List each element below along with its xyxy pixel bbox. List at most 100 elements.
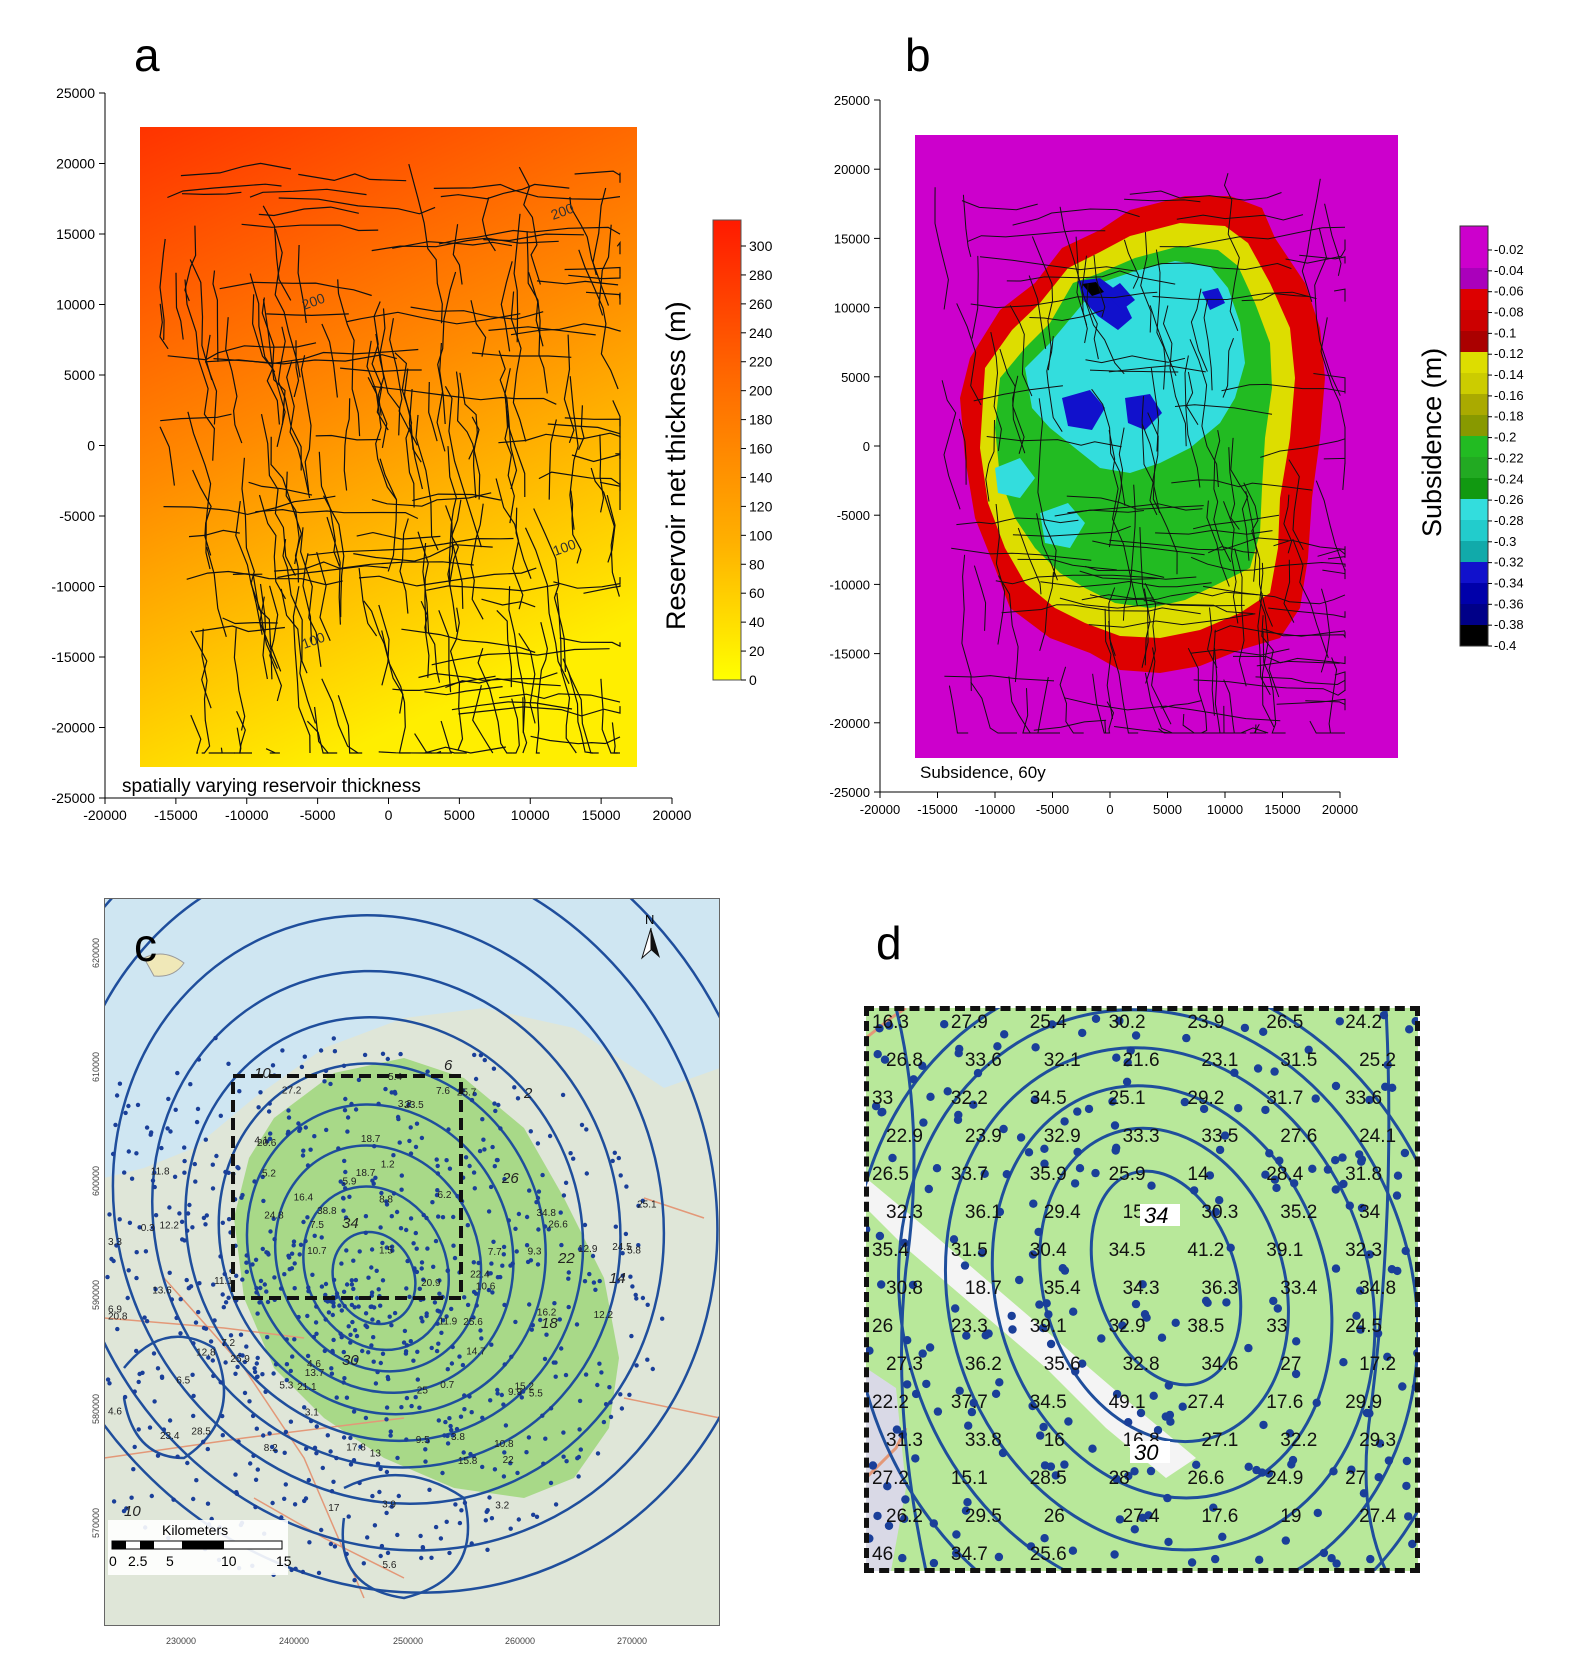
data-point <box>929 1519 938 1528</box>
data-point <box>178 1331 183 1336</box>
data-point <box>223 1360 228 1365</box>
data-point <box>1142 1313 1151 1322</box>
fault-line <box>452 224 463 285</box>
data-point <box>375 1461 381 1466</box>
data-point <box>175 1454 180 1459</box>
fault-line <box>1059 666 1084 734</box>
data-point <box>636 1243 641 1248</box>
data-point <box>376 1101 381 1106</box>
point-label: 35.9 <box>1030 1164 1067 1185</box>
data-point <box>386 1376 391 1382</box>
data-point <box>1000 1030 1009 1039</box>
point-label: 5.6 <box>383 1560 397 1571</box>
panel-b-zone-cyan-2 <box>995 458 1035 498</box>
y-tick-label: 5000 <box>841 370 870 385</box>
data-point <box>520 1389 526 1394</box>
point-label: 33.6 <box>965 1050 1002 1071</box>
data-point <box>339 1261 344 1266</box>
data-point <box>362 1052 368 1058</box>
fault-line <box>530 735 621 745</box>
data-point <box>1034 1227 1043 1237</box>
data-point <box>420 1319 425 1324</box>
data-point <box>253 1257 259 1262</box>
fault-line <box>598 224 612 316</box>
data-point <box>1075 1164 1085 1173</box>
colorbar-tick-label: -0.22 <box>1494 450 1524 465</box>
point-label: 16.4 <box>294 1193 314 1204</box>
data-point <box>474 1303 479 1308</box>
data-point <box>298 1242 304 1247</box>
data-point <box>167 1270 172 1275</box>
data-point <box>201 1215 207 1221</box>
point-label: 34.8 <box>537 1208 557 1219</box>
data-point <box>210 1186 216 1191</box>
fault-line <box>367 377 397 500</box>
data-point <box>421 1212 426 1218</box>
data-point <box>1311 1094 1320 1103</box>
data-point <box>615 1279 620 1284</box>
fault-line <box>392 675 496 691</box>
colorbar-segment <box>1460 499 1488 521</box>
point-label: 5.9 <box>343 1177 357 1188</box>
data-point <box>445 1433 450 1439</box>
data-point <box>660 1316 665 1321</box>
data-point <box>329 1371 335 1376</box>
point-label: 3.9 <box>382 1500 396 1511</box>
data-point <box>1024 1148 1034 1157</box>
fault-line <box>1037 398 1057 578</box>
data-point <box>292 1261 297 1266</box>
fault-line <box>445 677 561 689</box>
colorbar-segment <box>1460 478 1488 500</box>
point-label: 7.6 <box>436 1086 450 1097</box>
fault-line <box>428 381 438 442</box>
colorbar-tick-label: -0.1 <box>1494 325 1516 340</box>
fault-line <box>1017 527 1042 595</box>
data-point <box>273 1362 279 1367</box>
fault-line <box>1089 594 1245 607</box>
data-point <box>114 1243 119 1248</box>
point-label: 12.2 <box>160 1221 180 1232</box>
fault-line <box>375 333 401 436</box>
data-point <box>268 1229 273 1234</box>
fault-line <box>998 575 1019 683</box>
point-label: 20.6 <box>257 1138 277 1149</box>
data-point <box>885 1021 894 1030</box>
data-point <box>394 1209 400 1215</box>
data-point <box>152 1399 157 1404</box>
data-point <box>1362 1408 1372 1418</box>
data-point <box>111 1258 116 1264</box>
point-label: 34.7 <box>951 1544 988 1565</box>
fault-line <box>1285 239 1346 264</box>
data-point <box>419 1555 424 1561</box>
data-point <box>380 1051 386 1056</box>
data-point <box>201 1439 206 1444</box>
data-point <box>125 1295 130 1301</box>
data-point <box>1097 1334 1106 1343</box>
fault-line <box>260 413 296 576</box>
data-point <box>465 1223 470 1228</box>
data-point <box>114 1093 120 1098</box>
fault-line <box>481 197 496 252</box>
fault-line <box>315 434 381 441</box>
fault-line <box>1185 371 1199 426</box>
fault-line <box>1084 565 1165 578</box>
colorbar-tick-label: 200 <box>749 383 773 399</box>
data-point <box>244 1344 249 1349</box>
fault-line <box>300 355 312 493</box>
fault-line <box>184 225 197 302</box>
contour-line <box>245 1103 515 1395</box>
data-point <box>301 1148 306 1153</box>
data-point <box>955 1386 964 1395</box>
data-point <box>331 1300 336 1305</box>
data-point <box>354 1295 360 1301</box>
colorbar-segment <box>1460 562 1488 584</box>
point-label: 13.7 <box>305 1368 325 1379</box>
data-point <box>486 1271 491 1276</box>
fault-line <box>192 469 212 556</box>
data-point <box>254 1374 260 1380</box>
panel-b-colorbar-group: -0.02-0.04-0.06-0.08-0.1-0.12-0.14-0.16-… <box>1459 225 1524 653</box>
data-point <box>1153 1426 1163 1435</box>
data-point <box>272 1237 277 1242</box>
x-tick-label: -15000 <box>154 807 198 823</box>
point-label: 22 <box>503 1455 515 1466</box>
